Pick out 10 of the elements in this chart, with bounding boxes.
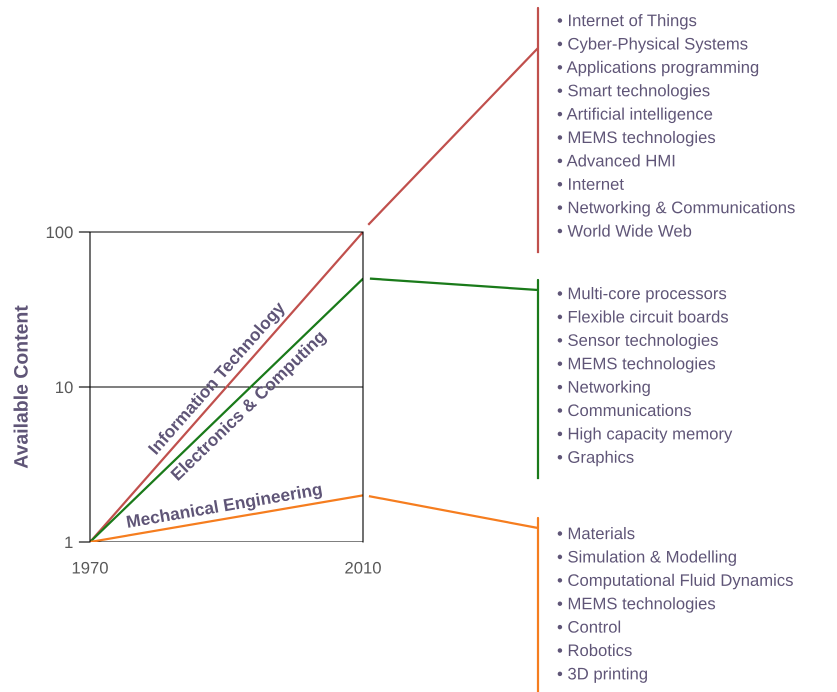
text: • Internet of Things • Cyber-Physical Systems • Applications programming • Smart technologies • Artificial intelligence • MEMS technologies • Advanced HMI • Internet • Networking & Communications • World Wide Web (558, 14, 795, 237)
y-tick-label: 1 (65, 536, 73, 548)
x-tick-label: 2010 (345, 562, 381, 574)
y-tick-label: 100 (46, 226, 73, 238)
text: • Materials • Simulation & Modelling • Computational Fluid Dynamics • MEMS technologies • Control • Robotics • 3D printing (558, 527, 793, 683)
text: • Multi-core processors • Flexible circuit boards • Sensor technologies • MEMS technologies • Networking • Communications • High capacity memory • Graphics (558, 287, 732, 466)
text: Mechanical Engineering (126, 482, 323, 532)
y-axis-title: Available Content (14, 305, 28, 468)
x-tick-label: 1970 (72, 562, 108, 574)
y-tick-label: 10 (56, 381, 73, 394)
